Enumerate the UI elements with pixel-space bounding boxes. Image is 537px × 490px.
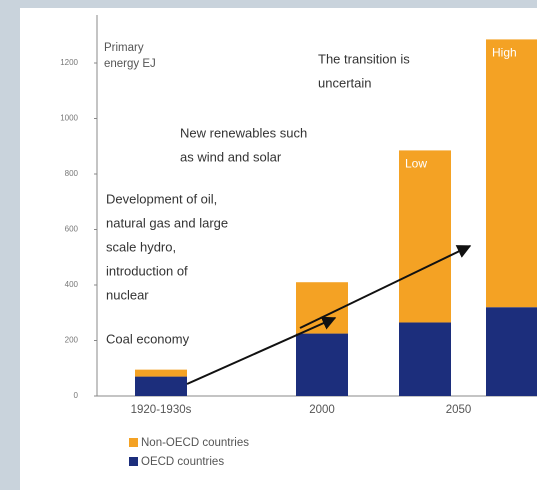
annotation: as wind and solar — [180, 149, 282, 164]
bar-label: High — [492, 46, 517, 60]
bar-segment — [486, 307, 537, 396]
legend-swatch — [129, 438, 138, 447]
annotation: Coal economy — [106, 331, 190, 346]
x-tick-label: 1920-1930s — [131, 404, 192, 416]
annotation: scale hydro, — [106, 239, 176, 254]
y-tick-label: 200 — [65, 336, 79, 345]
arrow — [299, 245, 472, 329]
arrow — [186, 316, 337, 385]
y-tick-label: 800 — [65, 169, 79, 178]
bar-segment — [399, 150, 451, 323]
annotation: natural gas and large — [106, 215, 228, 230]
annotation: introduction of — [106, 263, 188, 278]
panel — [20, 8, 537, 490]
annotation: nuclear — [106, 287, 149, 302]
y-tick-label: 1200 — [60, 58, 78, 67]
bar-segment — [399, 322, 451, 396]
y-tick-label: 0 — [74, 391, 79, 400]
annotation: The transition is — [318, 51, 410, 66]
legend-label: OECD countries — [141, 456, 224, 468]
bar-segment — [135, 376, 187, 396]
annotation: uncertain — [318, 75, 371, 90]
y-axis-label: energy EJ — [104, 58, 156, 70]
y-axis-label: Primary — [104, 42, 144, 54]
y-tick-label: 400 — [65, 280, 79, 289]
x-tick-label: 2050 — [446, 404, 472, 416]
legend-swatch — [129, 457, 138, 466]
y-tick-label: 1000 — [60, 114, 78, 123]
y-tick-label: 600 — [65, 225, 79, 234]
bar-segment — [296, 333, 348, 396]
legend-label: Non-OECD countries — [141, 437, 249, 449]
bar-segment — [486, 39, 537, 308]
annotation: New renewables such — [180, 125, 307, 140]
x-tick-label: 2000 — [309, 404, 335, 416]
bar-label: Low — [405, 157, 427, 171]
bar-segment — [135, 369, 187, 377]
annotation: Development of oil, — [106, 191, 217, 206]
